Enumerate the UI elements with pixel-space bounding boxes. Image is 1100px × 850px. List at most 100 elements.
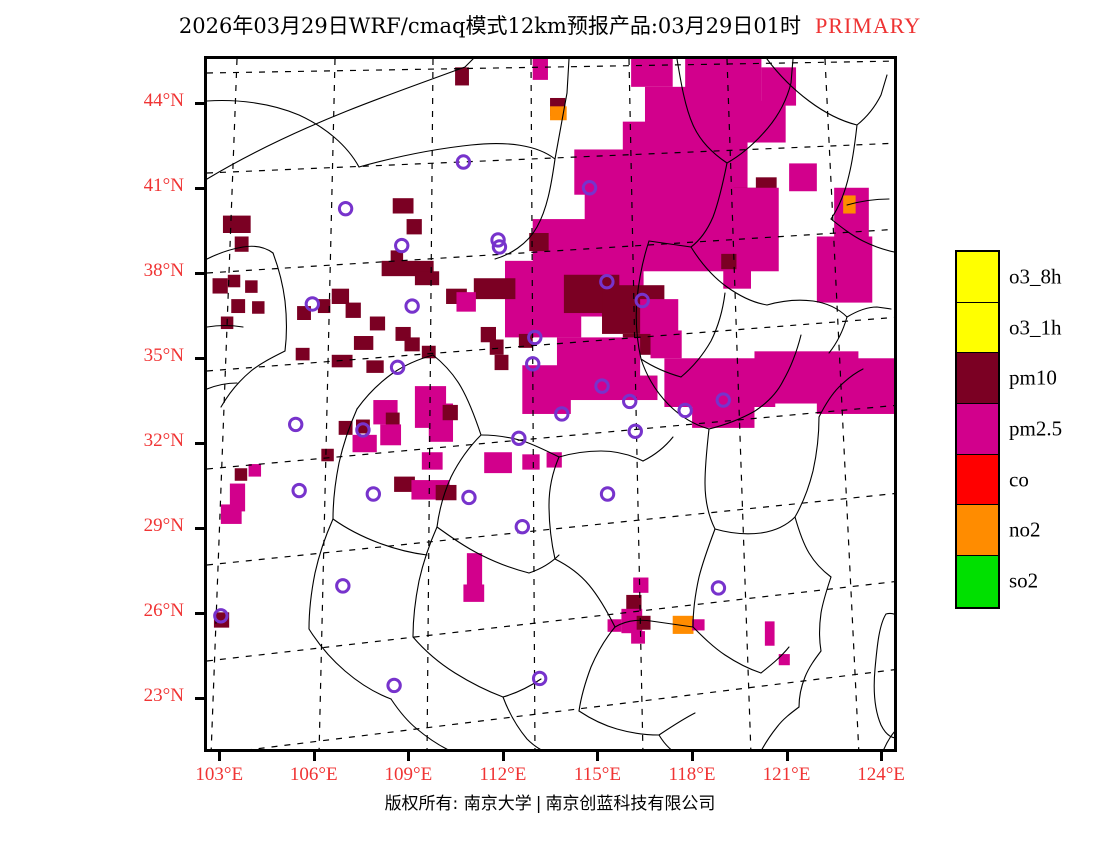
footer-company-text: 南京创蓝科技有限公司 bbox=[545, 794, 716, 814]
pollutant-cell bbox=[442, 404, 458, 421]
pollutant-cell bbox=[421, 452, 443, 470]
legend-swatch-o3-8h[interactable]: o3_8h bbox=[957, 252, 1062, 303]
x-tick-label: 121°E bbox=[762, 764, 811, 785]
station-marker[interactable] bbox=[525, 356, 541, 372]
y-tick-label: 44°N bbox=[143, 89, 184, 111]
pollutant-cell bbox=[345, 302, 361, 318]
station-marker[interactable] bbox=[288, 416, 304, 433]
legend-swatch-pm10[interactable]: pm10 bbox=[957, 353, 1057, 405]
pollutant-cell bbox=[672, 615, 694, 634]
station-marker[interactable] bbox=[335, 578, 351, 594]
pollutant-cell bbox=[222, 215, 251, 233]
station-markers-layer[interactable] bbox=[207, 59, 897, 752]
station-marker[interactable] bbox=[634, 292, 650, 309]
station-marker[interactable] bbox=[394, 237, 410, 254]
legend-swatch-pm2-5[interactable]: pm2.5 bbox=[957, 404, 1062, 455]
y-tick-label: 29°N bbox=[143, 515, 184, 537]
station-marker[interactable] bbox=[337, 200, 354, 217]
y-tick-label: 23°N bbox=[143, 685, 184, 707]
pollutant-cell bbox=[522, 454, 540, 470]
station-marker[interactable] bbox=[386, 677, 402, 694]
pollutant-cell bbox=[522, 365, 571, 414]
station-marker[interactable] bbox=[455, 154, 472, 170]
x-tick-label: 124°E bbox=[857, 764, 905, 785]
legend-swatch-no2[interactable]: no2 bbox=[957, 505, 1041, 557]
pollutant-cell bbox=[392, 198, 414, 214]
x-tick-mark bbox=[880, 752, 884, 761]
x-tick-mark bbox=[785, 752, 789, 761]
station-marker[interactable] bbox=[599, 486, 616, 502]
y-tick-mark bbox=[195, 271, 204, 275]
station-marker[interactable] bbox=[622, 393, 638, 410]
legend-label: no2 bbox=[1009, 517, 1041, 542]
station-marker[interactable] bbox=[491, 239, 508, 255]
station-marker[interactable] bbox=[461, 489, 477, 506]
pollutant-cell bbox=[631, 631, 645, 644]
pollutant-cell bbox=[353, 336, 374, 350]
x-tick-label: 112°E bbox=[479, 764, 527, 785]
x-tick-label: 106°E bbox=[289, 764, 338, 785]
station-marker[interactable] bbox=[554, 406, 570, 422]
pollutant-cell bbox=[532, 59, 548, 80]
x-tick-mark bbox=[690, 752, 694, 761]
station-marker[interactable] bbox=[715, 392, 731, 408]
pollutant-cell bbox=[385, 412, 400, 427]
pollutant-cell bbox=[317, 299, 331, 314]
station-marker[interactable] bbox=[531, 670, 548, 687]
pollutant-cell bbox=[338, 420, 353, 435]
legend-swatch-co[interactable]: co bbox=[957, 454, 1029, 506]
station-marker[interactable] bbox=[213, 608, 229, 624]
pollutant-cell bbox=[692, 619, 705, 631]
station-marker[interactable] bbox=[581, 180, 598, 196]
legend-label: co bbox=[1009, 467, 1029, 492]
legend-label: o3_1h bbox=[1009, 315, 1062, 340]
pollutant-cell bbox=[352, 434, 377, 453]
station-marker[interactable] bbox=[355, 422, 371, 438]
station-marker[interactable] bbox=[404, 298, 420, 314]
station-marker[interactable] bbox=[710, 580, 727, 596]
station-marker[interactable] bbox=[365, 486, 382, 502]
pollutant-cell bbox=[455, 67, 469, 86]
pollutant-cell bbox=[295, 347, 310, 361]
station-marker[interactable] bbox=[511, 430, 527, 447]
pollutant-cell bbox=[356, 419, 370, 434]
pollutant-cell bbox=[406, 219, 422, 235]
station-marker[interactable] bbox=[527, 329, 543, 346]
station-marker[interactable] bbox=[594, 378, 610, 394]
station-marker[interactable] bbox=[599, 274, 615, 290]
legend-swatch-so2[interactable]: so2 bbox=[957, 556, 1038, 607]
pollutant-cell bbox=[248, 464, 262, 477]
legend-swatch-o3-1h[interactable]: o3_1h bbox=[957, 302, 1062, 354]
pollutant-cell bbox=[369, 316, 386, 331]
pollutant-cell bbox=[252, 301, 265, 314]
pollutant-cell bbox=[633, 577, 649, 593]
province-borders bbox=[207, 59, 894, 749]
station-marker[interactable] bbox=[677, 402, 693, 419]
pollutant-cell bbox=[778, 654, 790, 666]
forecast-map[interactable] bbox=[204, 56, 897, 752]
pollutant-cell bbox=[529, 233, 549, 252]
pollutant-cell bbox=[764, 621, 775, 646]
chart-title-bar: 2026年03月29日WRF/cmaq模式12km预报产品:03月29日01时 P… bbox=[0, 10, 1100, 40]
station-marker[interactable] bbox=[490, 232, 506, 248]
pollutant-cell bbox=[404, 337, 420, 352]
pollutant-cell bbox=[789, 163, 817, 192]
y-tick-mark bbox=[195, 527, 204, 531]
x-tick-label: 103°E bbox=[195, 764, 244, 785]
y-tick-label: 35°N bbox=[143, 344, 184, 366]
station-marker[interactable] bbox=[627, 423, 643, 440]
station-marker[interactable] bbox=[514, 519, 531, 535]
station-marker[interactable] bbox=[291, 482, 307, 499]
pollutant-cell bbox=[473, 278, 516, 300]
pollutant-cell bbox=[394, 476, 415, 492]
pollutant-grid-layer bbox=[212, 59, 894, 666]
pollutant-cell bbox=[489, 339, 504, 355]
station-marker[interactable] bbox=[389, 359, 406, 376]
pollutant-cell bbox=[456, 292, 476, 312]
station-marker[interactable] bbox=[304, 296, 321, 312]
pollutant-cell bbox=[816, 358, 894, 414]
y-tick-label: 26°N bbox=[143, 600, 184, 622]
pollutant-legend[interactable]: o3_8h o3_1h pm10 pm2.5 co no2 so2 bbox=[955, 250, 1062, 609]
page-title: 2026年03月29日WRF/cmaq模式12km预报产品:03月29日01时 bbox=[178, 14, 802, 38]
y-tick-mark bbox=[195, 186, 204, 190]
